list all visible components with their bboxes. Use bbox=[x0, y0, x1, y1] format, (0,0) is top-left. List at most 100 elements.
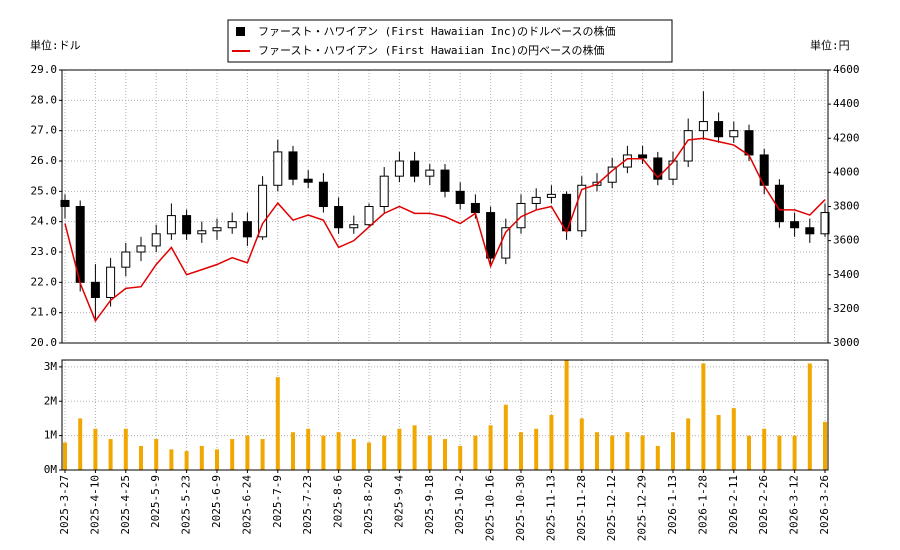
volume-bar bbox=[747, 435, 751, 470]
y2-tick-label: 3400 bbox=[833, 268, 860, 281]
x-tick-label: 2025-5-9 bbox=[149, 475, 162, 528]
volume-bar bbox=[686, 418, 691, 470]
candle-body bbox=[455, 190, 465, 204]
volume-bar bbox=[823, 421, 827, 470]
x-tick-label: 2025-5-23 bbox=[180, 475, 193, 535]
volume-bar bbox=[351, 439, 356, 470]
x-tick-label: 2025-7-9 bbox=[271, 475, 284, 528]
candle-body bbox=[288, 151, 298, 180]
volume-bar bbox=[291, 432, 295, 470]
volume-bar bbox=[123, 428, 128, 470]
x-tick-label: 2025-6-9 bbox=[210, 475, 223, 528]
candle-body bbox=[729, 130, 739, 138]
candle-body bbox=[166, 215, 176, 235]
candle-body bbox=[774, 184, 784, 223]
volume-bar bbox=[701, 363, 706, 470]
volume-bar bbox=[503, 404, 508, 470]
candle-body bbox=[410, 160, 420, 177]
volume-bar bbox=[169, 449, 174, 470]
volume-bar bbox=[230, 439, 235, 470]
candle-body bbox=[379, 175, 389, 208]
x-tick-label: 2026-3-26 bbox=[818, 475, 831, 535]
y2-tick-label: 3600 bbox=[833, 234, 860, 247]
volume-bar bbox=[443, 439, 447, 470]
y2-tick-label: 3800 bbox=[833, 200, 860, 213]
volume-bar bbox=[63, 442, 67, 470]
y-tick-label: 20.0 bbox=[31, 336, 58, 349]
y-tick-label: 21.0 bbox=[31, 306, 58, 319]
y2-tick-label: 3200 bbox=[833, 302, 860, 315]
y2-tick-label: 4000 bbox=[833, 165, 860, 178]
candle-body bbox=[577, 184, 587, 232]
y-tick-label: 29.0 bbox=[31, 63, 58, 76]
candle-body bbox=[531, 196, 541, 204]
volume-bar bbox=[427, 435, 432, 470]
volume-bar bbox=[275, 377, 280, 470]
legend-marker bbox=[236, 27, 245, 36]
candle-body bbox=[242, 221, 252, 238]
x-tick-label: 2025-4-25 bbox=[119, 475, 132, 535]
candle-body bbox=[227, 221, 237, 229]
volume-bar bbox=[382, 435, 387, 470]
x-tick-label: 2025-11-28 bbox=[575, 475, 588, 541]
candle-body bbox=[820, 212, 830, 235]
candle-body bbox=[303, 178, 313, 183]
y-tick-label: 27.0 bbox=[31, 124, 58, 137]
candle-body bbox=[668, 160, 678, 180]
x-tick-label: 2025-12-29 bbox=[636, 475, 649, 541]
y-tick-label: 26.0 bbox=[31, 154, 58, 167]
volume-bar bbox=[610, 435, 615, 470]
y-tick-label: 3M bbox=[44, 360, 58, 373]
candle-body bbox=[638, 154, 648, 159]
candle-body bbox=[60, 199, 70, 208]
x-tick-label: 2025-4-10 bbox=[88, 475, 101, 535]
candle-body bbox=[334, 206, 344, 229]
volume-bar bbox=[336, 432, 341, 470]
candle-body bbox=[258, 184, 268, 238]
x-tick-label: 2025-6-24 bbox=[240, 475, 253, 535]
candle-body bbox=[318, 181, 328, 208]
candle-body bbox=[546, 193, 556, 198]
volume-bar bbox=[458, 445, 463, 470]
price-line bbox=[64, 137, 826, 323]
candle-body bbox=[136, 245, 146, 253]
x-tick-label: 2025-8-6 bbox=[332, 475, 345, 528]
candle-body bbox=[744, 130, 754, 156]
volume-bar bbox=[245, 435, 250, 470]
legend-label: ファースト・ハワイアン (First Hawaiian Inc)のドルベースの株… bbox=[258, 24, 616, 38]
volume-bar bbox=[108, 439, 113, 470]
x-tick-label: 2026-1-13 bbox=[666, 475, 679, 535]
volume-bar bbox=[139, 445, 143, 470]
volume-bar bbox=[777, 435, 782, 470]
volume-bar bbox=[640, 435, 645, 470]
volume-bar bbox=[579, 418, 584, 470]
candle-body bbox=[425, 169, 435, 177]
volume-bar bbox=[367, 442, 371, 470]
plot-frame bbox=[61, 69, 829, 344]
y-tick-label: 25.0 bbox=[31, 184, 58, 197]
candle-body bbox=[212, 227, 222, 232]
legend-label: ファースト・ハワイアン (First Hawaiian Inc)の円ベースの株価 bbox=[258, 43, 605, 57]
volume-bar bbox=[807, 363, 812, 470]
x-tick-label: 2025-9-4 bbox=[392, 475, 405, 528]
candle-body bbox=[470, 202, 480, 214]
candle-body bbox=[805, 227, 815, 235]
unit-label: 単位:ドル bbox=[30, 38, 81, 52]
candle-body bbox=[394, 160, 404, 177]
x-tick-label: 2026-2-11 bbox=[727, 475, 740, 535]
y-tick-label: 23.0 bbox=[31, 245, 58, 258]
volume-bar bbox=[260, 439, 265, 470]
y2-tick-label: 4400 bbox=[833, 97, 860, 110]
x-tick-label: 2026-3-12 bbox=[788, 475, 801, 535]
plot-frame bbox=[61, 359, 829, 471]
x-tick-label: 2026-2-26 bbox=[757, 475, 770, 535]
volume-bar bbox=[564, 360, 569, 470]
y2-tick-label: 3000 bbox=[833, 336, 860, 349]
volume-bar bbox=[716, 415, 721, 470]
legend-box bbox=[227, 19, 673, 63]
volume-bar bbox=[199, 445, 204, 470]
candle-body bbox=[106, 266, 116, 298]
volume-bar bbox=[595, 432, 599, 470]
volume-bar bbox=[519, 432, 523, 470]
